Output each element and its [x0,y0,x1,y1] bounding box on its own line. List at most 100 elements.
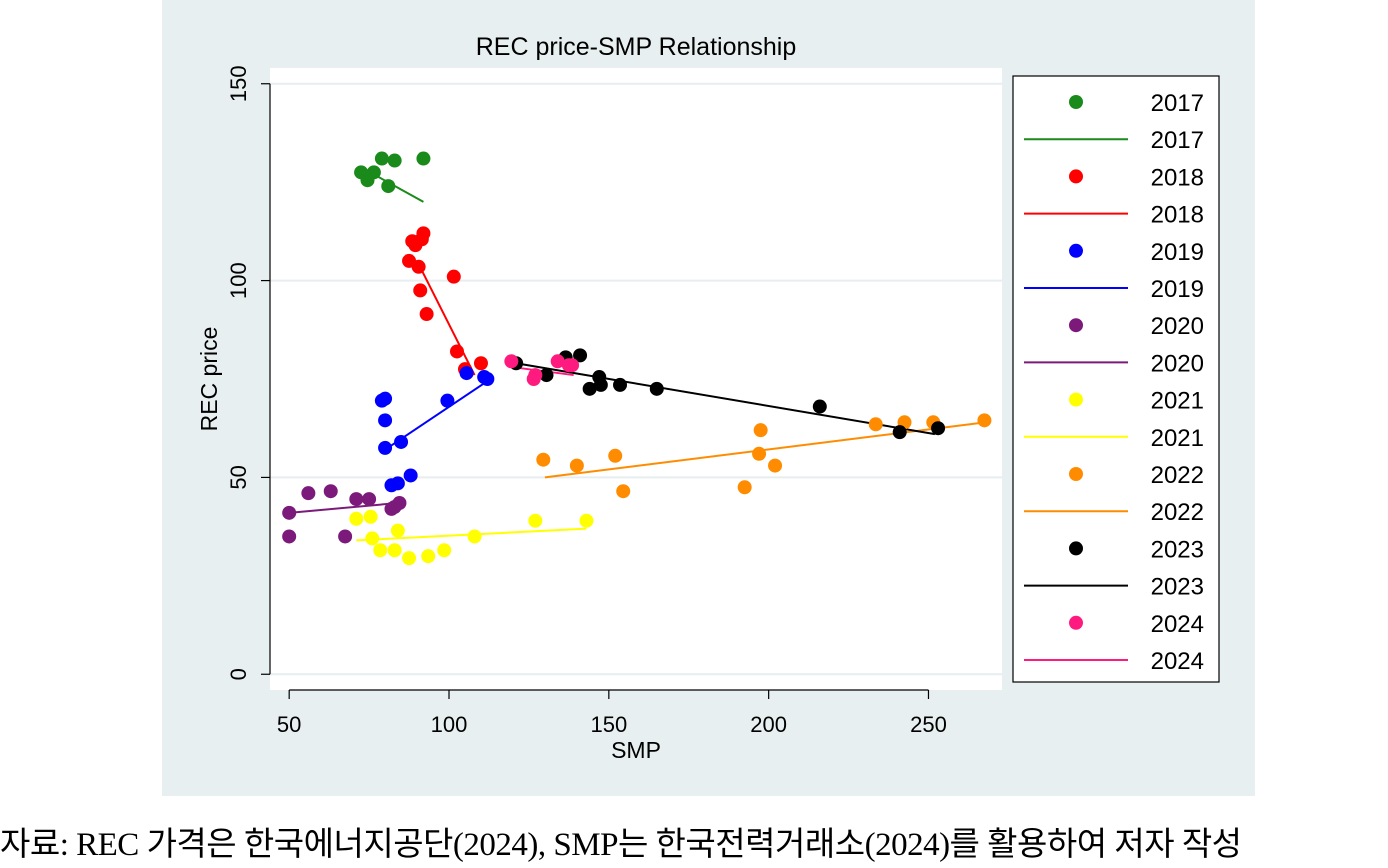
legend-label-fit-2020: 2020 [1151,350,1204,377]
fit-line-2018 [416,260,476,376]
x-axis-label: SMP [611,737,661,763]
point-2023-10 [892,425,907,440]
legend-label-fit-2021: 2021 [1151,425,1204,452]
legend-marker-2018 [1069,169,1083,184]
fit-line-2022 [544,421,987,479]
point-2017-4 [381,179,396,194]
point-2021-9 [467,529,482,544]
point-2021-3 [373,543,388,558]
fit-line-2023 [515,362,936,436]
legend-label-fit-2023: 2023 [1151,574,1204,601]
point-2024-5 [565,358,580,373]
x-tick-label-3: 200 [750,712,787,737]
point-2023-11 [931,421,946,436]
legend-label-fit-2024: 2024 [1151,648,1204,675]
x-tick-label-4: 250 [910,712,947,737]
grid-lines [270,82,1002,676]
legend-label-points-2024: 2024 [1151,611,1204,638]
point-2020-5 [349,492,364,507]
point-2019-7 [403,468,418,483]
point-2021-8 [437,543,452,558]
scatter-chart: REC price-SMP Relationship 0 50 100 150 50 1… [196,33,1220,763]
source-note: 자료: REC 가격은 한국에너지공단(2024), SMP는 한국전력거래소(… [0,827,1242,863]
point-2024-2 [528,368,543,383]
point-2018-8 [446,269,461,284]
point-2020-0 [282,529,297,544]
point-2021-1 [363,509,378,524]
point-2018-3 [411,259,426,274]
point-2019-2 [378,413,393,428]
legend-label-fit-2018: 2018 [1151,202,1204,229]
point-2018-7 [419,307,434,322]
legend-marker-2023 [1069,541,1083,556]
y-tick-label-0: 0 [226,668,251,680]
point-2023-9 [812,399,827,414]
point-2021-11 [579,513,594,528]
point-2019-8 [440,393,455,408]
point-2022-2 [608,448,623,463]
point-2018-11 [473,356,488,371]
point-2019-9 [459,366,474,381]
legend-marker-2024 [1069,615,1083,630]
legend-marker-2020 [1069,318,1083,333]
point-2020-1 [282,505,297,520]
point-2020-9 [392,496,407,511]
point-2024-3 [550,354,565,369]
point-2019-6 [394,434,409,449]
point-2020-4 [338,529,353,544]
point-2022-7 [768,458,783,473]
legend-label-fit-2019: 2019 [1151,276,1204,303]
point-2022-11 [977,413,992,428]
y-tick-label-1: 50 [226,465,251,489]
legend-marker-2022 [1069,467,1083,481]
x-tick-label-1: 100 [431,712,468,737]
data-points [282,151,992,566]
point-2023-7 [613,377,628,392]
point-2022-0 [536,452,551,467]
point-2022-3 [616,484,631,499]
point-2021-6 [402,551,417,566]
plot-area [270,68,1002,690]
legend-marker-2019 [1069,243,1083,258]
point-2017-2 [366,165,381,180]
point-2020-3 [323,484,338,499]
x-tick-label-2: 150 [590,712,627,737]
point-2022-8 [868,417,883,432]
point-2018-6 [416,226,431,241]
point-2021-0 [349,511,364,526]
legend-label-fit-2022: 2022 [1151,499,1204,526]
point-2019-11 [480,372,495,386]
point-2023-4 [582,381,597,396]
legend-label-points-2019: 2019 [1151,239,1204,266]
point-2023-1 [539,368,554,383]
legend-marker-2021 [1069,392,1083,407]
point-2022-4 [737,480,752,495]
x-tick-label-0: 50 [277,712,301,737]
legend-label-points-2021: 2021 [1151,388,1204,415]
point-2019-3 [378,440,393,455]
point-2022-5 [752,446,767,461]
legend-label-points-2022: 2022 [1151,462,1204,489]
legend-label-points-2023: 2023 [1151,536,1204,563]
chart-panel: REC price-SMP Relationship 0 50 100 150 50 1… [162,0,1255,796]
point-2021-2 [365,531,380,546]
point-2017-6 [416,151,431,166]
chart-title: REC price-SMP Relationship [476,33,797,61]
point-2021-7 [421,549,436,564]
point-2023-3 [573,348,588,363]
point-2019-5 [390,476,405,491]
point-2018-9 [449,344,464,359]
point-2020-2 [301,486,316,501]
legend-label-points-2017: 2017 [1151,90,1204,117]
legend-label-points-2018: 2018 [1151,164,1204,191]
legend-marker-2017 [1069,95,1083,109]
y-axis: 0 50 100 150 [226,65,271,680]
point-2022-6 [753,423,768,438]
point-2017-5 [387,153,402,168]
y-axis-label: REC price [196,327,222,432]
fit-line-2020 [289,502,398,514]
point-2024-0 [504,354,519,369]
point-2021-10 [528,513,543,528]
legend-label-fit-2017: 2017 [1151,127,1204,154]
point-2022-1 [569,458,584,473]
